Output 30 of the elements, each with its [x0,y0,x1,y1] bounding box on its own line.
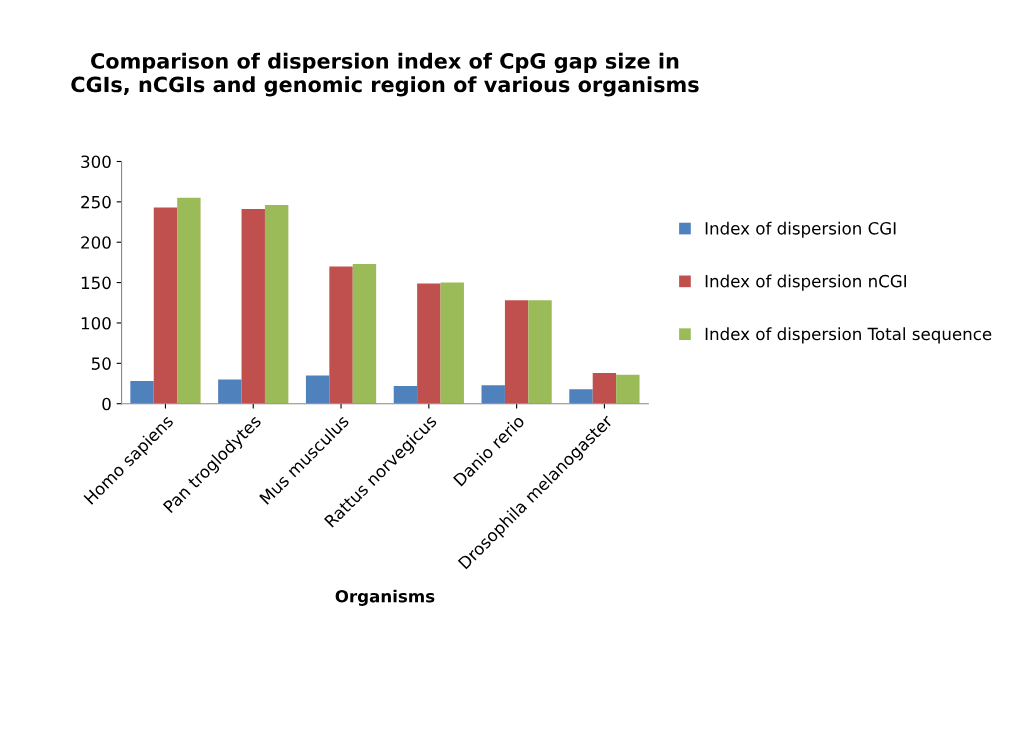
bar [352,264,377,404]
bar [393,385,418,404]
bar [130,381,154,404]
bar [417,283,441,404]
bar [218,379,242,404]
bar [440,282,464,404]
y-tick-label: 300 [81,155,111,169]
legend-label: Index of dispersion nCGI [705,274,907,291]
y-tick-label: 200 [81,236,111,249]
bar [177,197,201,404]
bar [616,374,640,404]
y-tick-label: 150 [81,276,111,290]
bar [504,300,529,404]
bar [528,300,552,404]
y-tick-label: 100 [81,316,111,330]
chart-title: Comparison of dispersion index of CpG gap size in CGIs, nCGIs and genomic region of various organisms [71,52,699,97]
y-tick-label: 250 [81,195,111,209]
bar [329,266,353,404]
bar [481,385,505,404]
bar [592,373,617,404]
bar [264,205,289,404]
bar [241,209,265,404]
bar [569,389,593,404]
legend-label: Index of dispersion Total sequence [705,327,992,344]
x-axis-title: Organisms [335,589,435,606]
legend-label: Index of dispersion CGI [705,221,896,238]
bar [305,375,330,404]
y-tick-label: 50 [91,357,111,370]
y-tick-label: 0 [102,397,111,411]
bar [153,207,178,404]
